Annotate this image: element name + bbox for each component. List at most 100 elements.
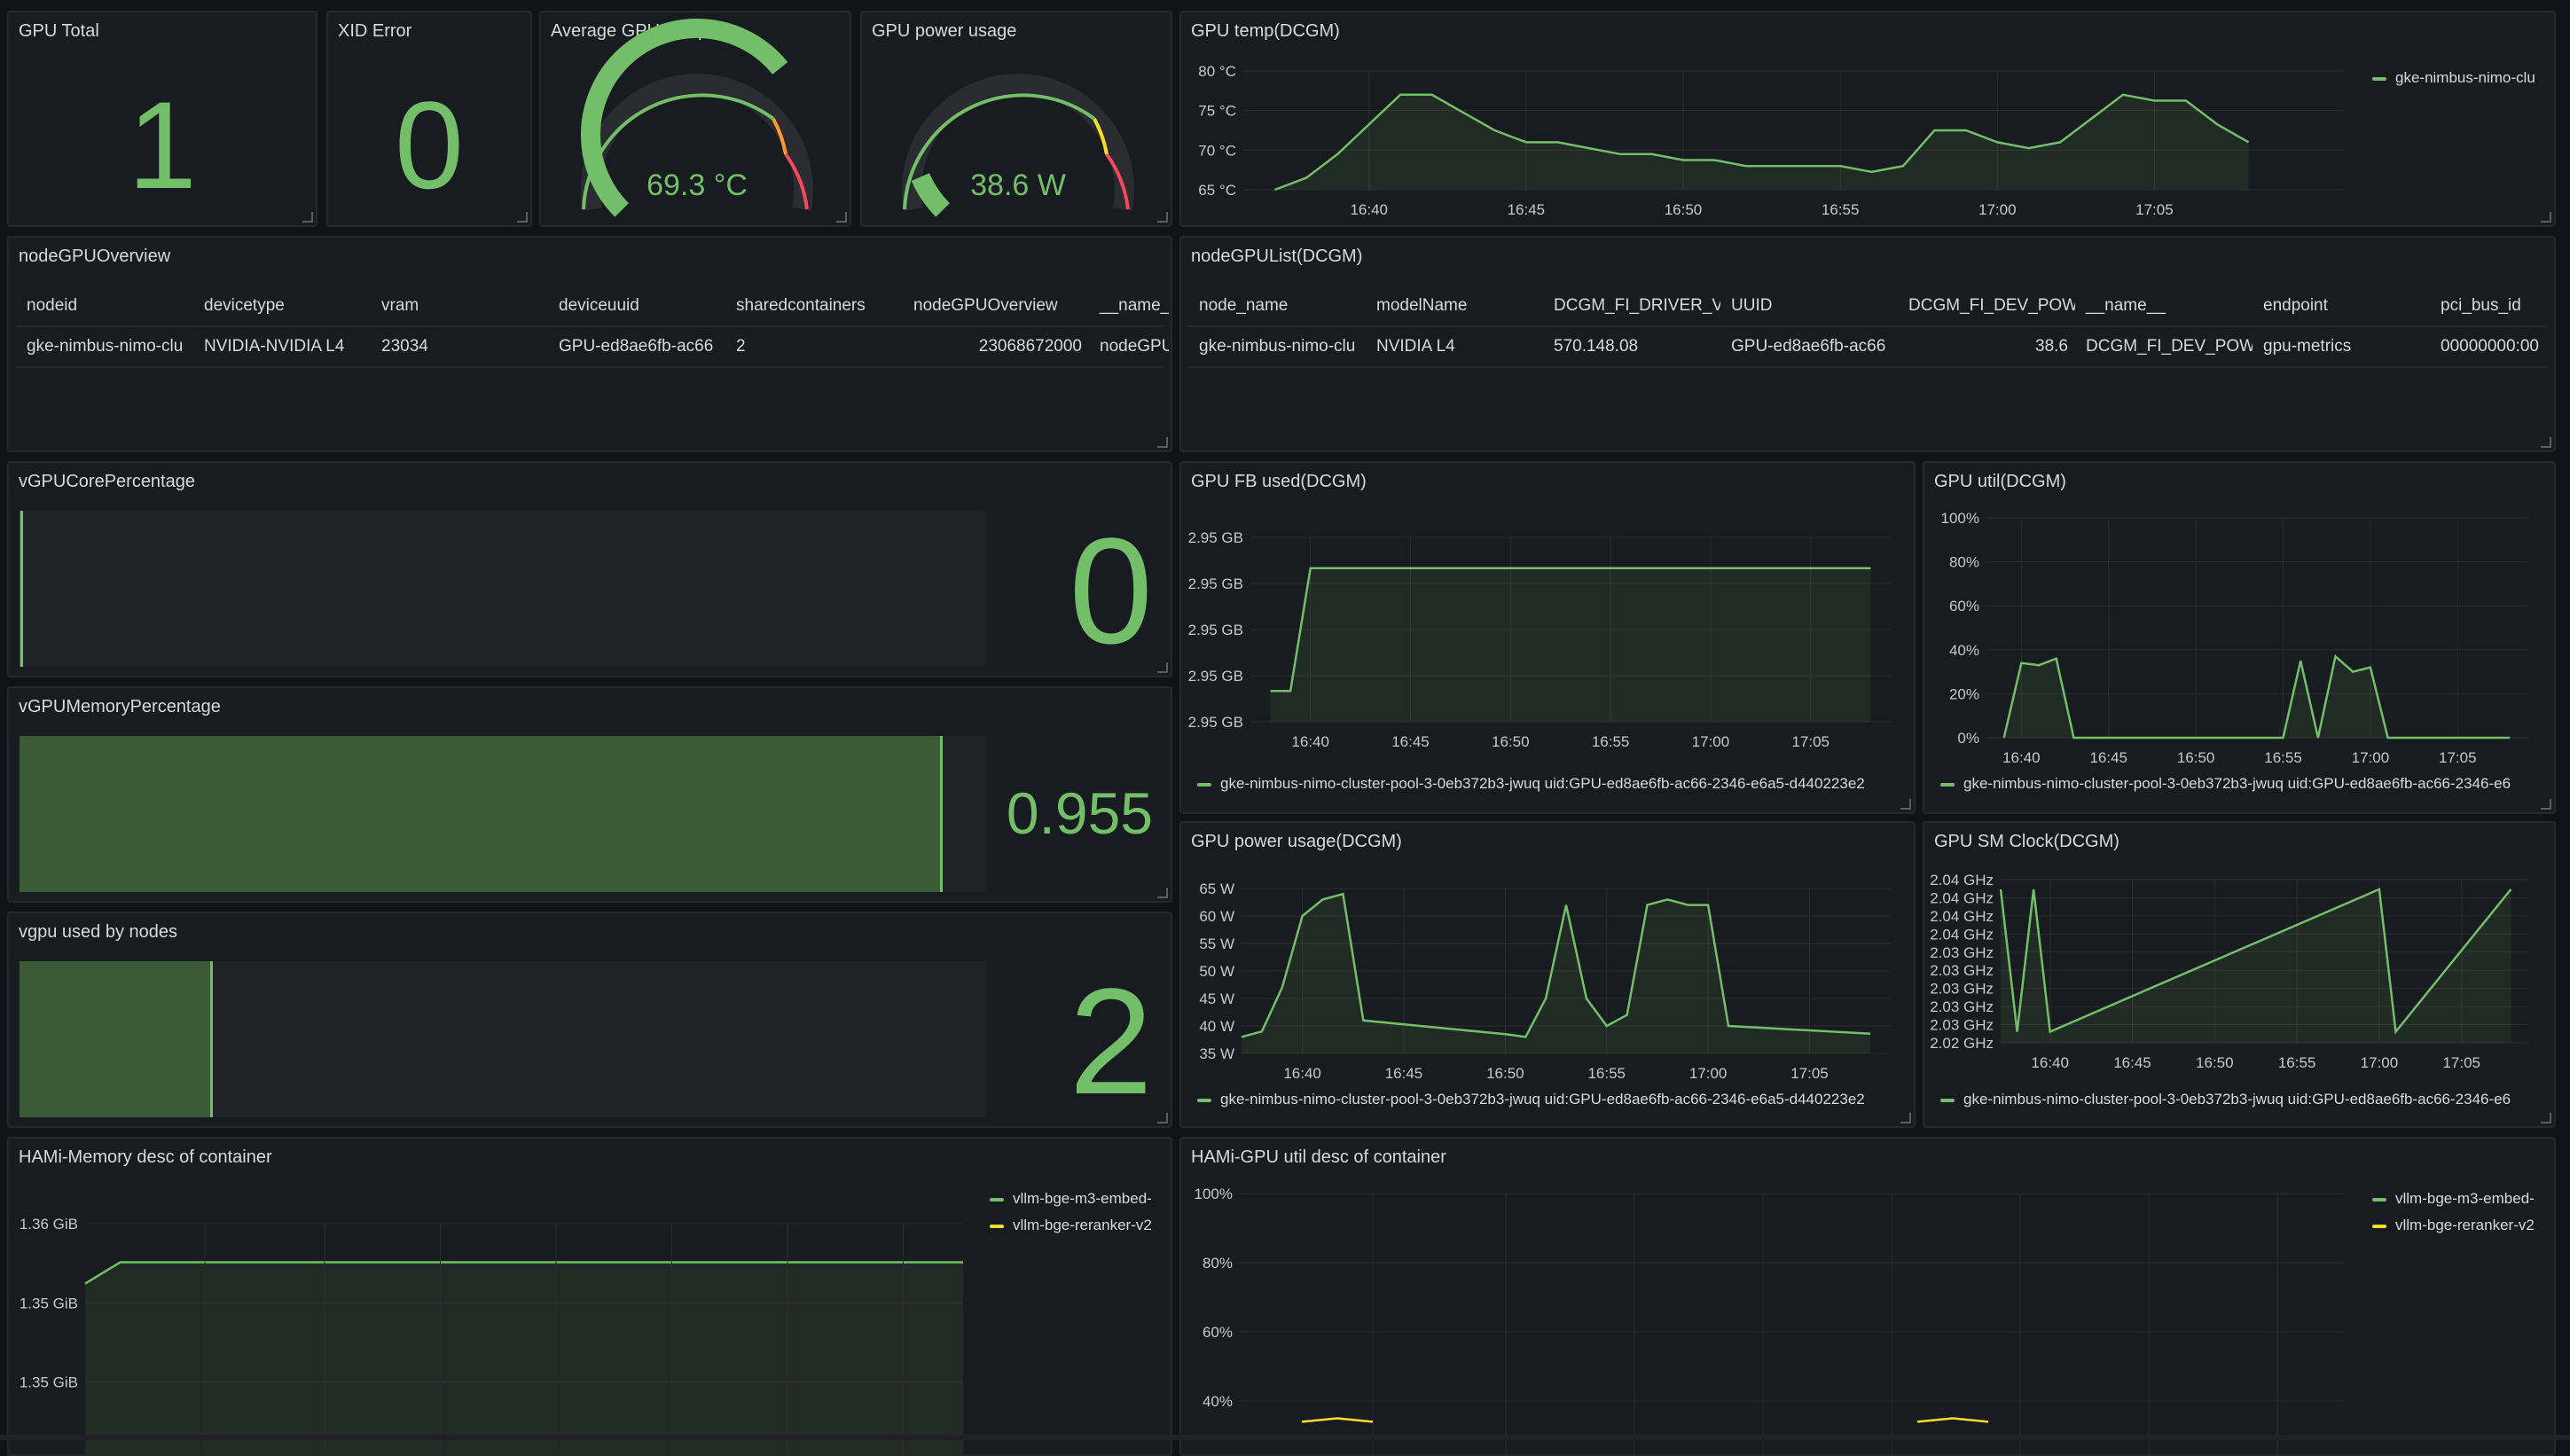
y-tick-label: 100% [1941, 510, 1979, 527]
x-tick-label: 17:05 [2439, 749, 2477, 766]
column-header[interactable]: vram [371, 286, 548, 325]
legend-item[interactable]: gke-nimbus-nimo-cluster-pool-3-0eb372b3-… [1940, 775, 2511, 793]
x-tick-label: 16:40 [1283, 1065, 1321, 1082]
column-header[interactable]: devicetype [193, 286, 371, 325]
resize-handle[interactable] [1157, 437, 1168, 448]
legend-item[interactable]: vllm-bge-reranker-v2 [2372, 1217, 2535, 1234]
column-header[interactable]: DCGM_FI_DRIVER_V [1543, 286, 1720, 325]
xid-error-panel[interactable]: XID Error 0 [326, 11, 532, 227]
y-tick-label: 60% [1949, 598, 1979, 614]
resize-handle[interactable] [836, 212, 847, 223]
column-header[interactable]: node_name [1188, 286, 1366, 325]
vgpu-nodes-panel[interactable]: vgpu used by nodes 2 [7, 912, 1172, 1128]
resize-handle[interactable] [2541, 437, 2551, 448]
vgpu-core-panel[interactable]: vGPUCorePercentage 0 [7, 461, 1172, 677]
table-row[interactable]: gke-nimbus-nimo-clu NVIDIA L4 570.148.08… [1188, 327, 2547, 368]
y-tick-label: 80% [1949, 554, 1979, 571]
resize-handle[interactable] [2541, 799, 2551, 810]
legend-label: gke-nimbus-nimo-cluster-pool-3-0eb372b3-… [1963, 1091, 2511, 1108]
column-header[interactable]: sharedcontainers [725, 286, 903, 325]
column-header[interactable]: DCGM_FI_DEV_POW [1898, 286, 2075, 325]
x-tick-label: 17:05 [1791, 733, 1830, 750]
legend-item[interactable]: vllm-bge-reranker-v2 [990, 1217, 1152, 1234]
vgpu-nodes-value: 2 [993, 967, 1153, 1117]
panel-title: GPU Total [19, 21, 99, 42]
column-header[interactable]: __name_ [1089, 286, 1169, 325]
x-tick-label: 16:40 [1291, 733, 1329, 750]
column-header[interactable]: UUID [1720, 286, 1898, 325]
table-cell: 2 [725, 327, 903, 366]
x-tick-label: 16:50 [1486, 1065, 1524, 1082]
resize-handle[interactable] [1157, 212, 1168, 223]
legend-label: vllm-bge-reranker-v2 [2395, 1217, 2535, 1233]
panel-title: vGPUMemoryPercentage [19, 697, 221, 717]
x-tick-label: 17:00 [1978, 201, 2017, 218]
panel-title: nodeGPUList(DCGM) [1191, 247, 1362, 267]
resize-handle[interactable] [1157, 1113, 1168, 1123]
y-tick-label: 2.04 GHz [1930, 908, 1994, 925]
table-cell: gke-nimbus-nimo-clu [1188, 327, 1366, 366]
dashboard-bottom-bar [0, 1435, 2570, 1440]
y-tick-label: 0% [1957, 730, 1979, 747]
y-tick-label: 80% [1203, 1255, 1233, 1272]
avg-gpu-temp-panel[interactable]: Average GPU Temp 69.3 °C [539, 11, 851, 227]
vgpu-memory-panel[interactable]: vGPUMemoryPercentage 0.955 [7, 686, 1172, 903]
column-header[interactable]: endpoint [2253, 286, 2430, 325]
node-gpu-overview-panel[interactable]: nodeGPUOverview nodeid devicetype vram d… [7, 236, 1172, 452]
overview-table: nodeid devicetype vram deviceuuid shared… [16, 286, 1164, 368]
column-header[interactable]: pci_bus_id [2430, 286, 2550, 325]
resize-handle[interactable] [1900, 1113, 1911, 1123]
resize-handle[interactable] [1157, 662, 1168, 673]
resize-handle[interactable] [1157, 888, 1168, 898]
legend-item[interactable]: vllm-bge-m3-embed- [990, 1190, 1152, 1208]
column-header[interactable]: nodeid [16, 286, 193, 325]
resize-handle[interactable] [1900, 799, 1911, 810]
column-header[interactable]: deviceuuid [548, 286, 725, 325]
y-tick-label: 100% [1195, 1186, 1233, 1202]
bar-gauge-fill [20, 736, 943, 892]
x-tick-label: 16:50 [1665, 201, 1703, 218]
resize-handle[interactable] [517, 212, 528, 223]
resize-handle[interactable] [302, 212, 313, 223]
hami-gpu-util-panel[interactable]: HAMi-GPU util desc of container 100%80%6… [1179, 1137, 2556, 1456]
column-header[interactable]: nodeGPUOverview [903, 286, 1089, 325]
legend-label: gke-nimbus-nimo-cluster-pool-3-0eb372b3-… [1220, 775, 1865, 792]
table-cell: gpu-metrics [2253, 327, 2430, 366]
column-header[interactable]: modelName [1366, 286, 1543, 325]
table-cell: nodeGPU [1089, 327, 1169, 366]
table-cell: 23034 [371, 327, 548, 366]
gpu-total-panel[interactable]: GPU Total 1 [7, 11, 317, 227]
x-tick-label: 16:45 [1391, 733, 1430, 750]
resize-handle[interactable] [2541, 1113, 2551, 1123]
y-tick-label: 2.95 GB [1188, 622, 1243, 638]
panel-title: nodeGPUOverview [19, 247, 170, 267]
legend-item[interactable]: vllm-bge-m3-embed- [2372, 1190, 2535, 1208]
resize-handle[interactable] [2541, 212, 2551, 223]
column-header[interactable]: __name__ [2075, 286, 2253, 325]
legend-item[interactable]: gke-nimbus-nimo-clu [2372, 69, 2535, 87]
y-tick-label: 2.03 GHz [1930, 1017, 1994, 1034]
gpu-power-usage-panel[interactable]: GPU power usage 38.6 W [860, 11, 1172, 227]
x-tick-label: 16:45 [1385, 1065, 1423, 1082]
table-row[interactable]: gke-nimbus-nimo-clu NVIDIA-NVIDIA L4 230… [16, 327, 1164, 368]
legend-item[interactable]: gke-nimbus-nimo-cluster-pool-3-0eb372b3-… [1197, 1091, 1865, 1108]
gpu-fb-chart[interactable]: 2.95 GB2.95 GB2.95 GB2.95 GB2.95 GB16:40… [1181, 463, 1916, 782]
table-header-row: node_name modelName DCGM_FI_DRIVER_V UUI… [1188, 286, 2547, 327]
legend-item[interactable]: gke-nimbus-nimo-cluster-pool-3-0eb372b3-… [1197, 775, 1865, 793]
legend-label: gke-nimbus-nimo-cluster-pool-3-0eb372b3-… [1220, 1091, 1865, 1108]
y-tick-label: 2.03 GHz [1930, 981, 1994, 998]
node-gpu-list-panel[interactable]: nodeGPUList(DCGM) node_name modelName DC… [1179, 236, 2556, 452]
legend-item[interactable]: gke-nimbus-nimo-cluster-pool-3-0eb372b3-… [1940, 1091, 2511, 1108]
hami-gpu-util-chart[interactable]: 100%80%60%40% [1181, 1139, 2370, 1456]
